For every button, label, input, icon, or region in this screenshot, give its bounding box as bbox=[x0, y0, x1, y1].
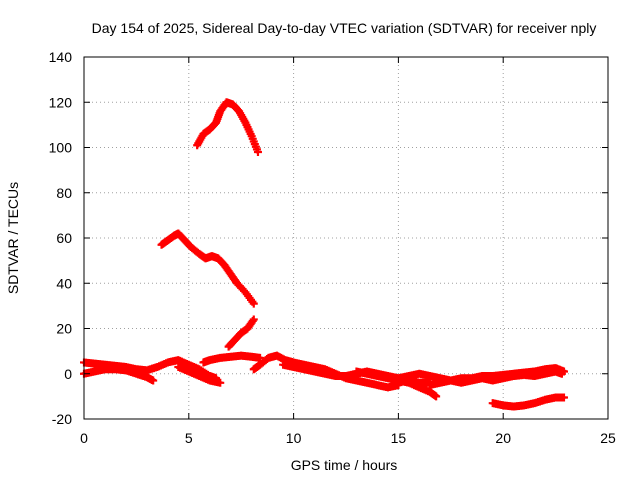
data-point bbox=[559, 393, 568, 402]
y-tick-label: 80 bbox=[56, 185, 72, 201]
data-point bbox=[432, 392, 441, 401]
series-track-f bbox=[174, 362, 225, 387]
data-marks bbox=[80, 98, 568, 411]
x-tick-label: 25 bbox=[600, 430, 616, 446]
grid-lines bbox=[84, 57, 608, 419]
y-tick-label: 140 bbox=[49, 49, 73, 65]
chart-title: Day 154 of 2025, Sidereal Day-to-day VTE… bbox=[92, 20, 597, 36]
y-tick-label: 60 bbox=[56, 230, 72, 246]
x-axis-title: GPS time / hours bbox=[291, 457, 398, 473]
series-track-g bbox=[199, 351, 265, 367]
data-point bbox=[559, 367, 568, 376]
series-track-c bbox=[224, 315, 258, 351]
series-track-l bbox=[425, 364, 568, 390]
series-track-h bbox=[249, 351, 403, 392]
data-point bbox=[253, 148, 262, 157]
x-tick-label: 5 bbox=[185, 430, 193, 446]
series-track-m bbox=[488, 393, 568, 411]
axis-ticks: 0 5 10 15 20 25 -20 0 20 40 60 80 100 120 140 bbox=[49, 49, 616, 446]
data-point bbox=[149, 376, 158, 385]
y-tick-label: -20 bbox=[52, 411, 72, 427]
x-tick-label: 20 bbox=[495, 430, 511, 446]
data-point bbox=[249, 315, 258, 324]
y-axis-title: SDTVAR / TECUs bbox=[5, 182, 21, 294]
data-point bbox=[249, 299, 258, 308]
y-tick-label: 100 bbox=[49, 140, 73, 156]
data-point bbox=[256, 353, 265, 362]
x-tick-label: 15 bbox=[391, 430, 407, 446]
series-track-a bbox=[193, 98, 262, 157]
y-tick-label: 40 bbox=[56, 275, 72, 291]
y-tick-label: 0 bbox=[64, 366, 72, 382]
data-point bbox=[216, 378, 225, 387]
y-tick-label: 120 bbox=[49, 94, 73, 110]
x-tick-label: 10 bbox=[286, 430, 302, 446]
x-tick-label: 0 bbox=[80, 430, 88, 446]
y-tick-label: 20 bbox=[56, 321, 72, 337]
series-track-b bbox=[157, 229, 258, 308]
